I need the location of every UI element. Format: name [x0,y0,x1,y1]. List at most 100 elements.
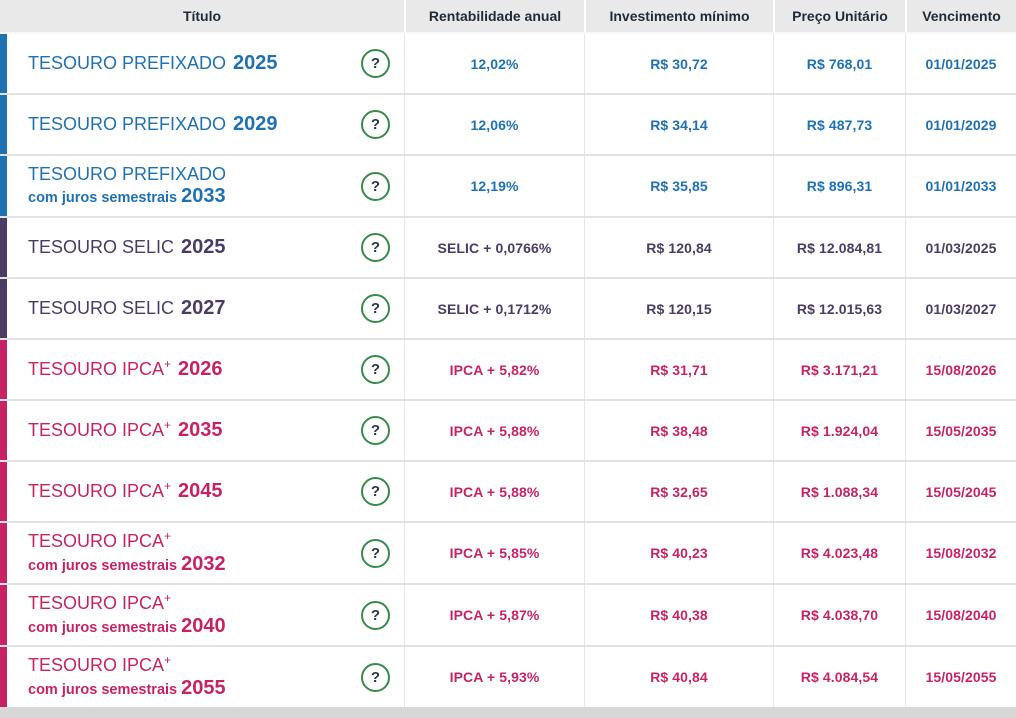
question-mark: ? [370,116,381,133]
unit-price-cell: R$ 1.088,34 [773,462,905,521]
maturity-cell: 01/01/2029 [905,95,1016,154]
maturity-cell: 01/01/2033 [905,156,1016,216]
bond-row[interactable]: TESOURO IPCA+ com juros semestrais 2040 ?… [0,583,1016,645]
question-mark: ? [370,544,381,562]
bond-row[interactable]: TESOURO IPCA+ com juros semestrais 2032 ?… [0,521,1016,583]
bond-row[interactable]: TESOURO SELIC 2027 ? SELIC + 0,1712% R$ 1… [0,277,1016,338]
help-icon[interactable]: ? [361,477,390,506]
question-mark: ? [370,422,381,439]
bond-subtitle: com juros semestrais [28,557,178,574]
bond-year-inline: 2025 [181,236,226,258]
bond-title-cell: TESOURO PREFIXADO 2029 ? [0,95,404,154]
unit-price-cell: R$ 1.924,04 [773,401,905,460]
bond-row[interactable]: TESOURO IPCA+ 2035 ? IPCA + 5,88% R$ 38,4… [0,399,1016,460]
question-mark: ? [370,177,381,195]
unit-price-cell: R$ 4.084,54 [773,647,905,707]
help-icon[interactable]: ? [361,233,390,262]
bond-accent-bar [0,647,7,707]
bond-title: TESOURO IPCA+ 2026 [28,357,361,381]
unit-price-cell: R$ 3.171,21 [773,340,905,399]
plus-superscript: + [164,653,172,668]
bond-title: TESOURO PREFIXADO 2029 [28,113,361,136]
unit-price-cell: R$ 896,31 [773,156,905,216]
column-header-investimento-minimo: Investimento mínimo [584,0,773,32]
min-investment-cell: R$ 34,14 [584,95,773,154]
maturity-cell: 01/03/2025 [905,218,1016,277]
bond-title: TESOURO SELIC 2027 [28,297,361,320]
bond-title-line1: TESOURO PREFIXADO 2025 [28,52,278,74]
rate-cell: 12,19% [404,156,584,216]
bond-year-inline: 2025 [233,52,278,74]
bond-year-sub: 2032 [181,552,226,575]
column-header-rentabilidade: Rentabilidade anual [404,0,584,32]
column-header-vencimento: Vencimento [905,0,1016,32]
bond-accent-bar [0,585,7,645]
bond-accent-bar [0,34,7,93]
bond-row[interactable]: TESOURO IPCA+ com juros semestrais 2055 ?… [0,645,1016,707]
table-header: Título Rentabilidade anual Investimento … [0,0,1016,34]
unit-price-cell: R$ 4.023,48 [773,523,905,583]
bond-row[interactable]: TESOURO PREFIXADO com juros semestrais 20… [0,154,1016,216]
bond-title-cell: TESOURO PREFIXADO com juros semestrais 20… [0,156,404,216]
rate-cell: IPCA + 5,85% [404,523,584,583]
rate-cell: IPCA + 5,88% [404,462,584,521]
maturity-cell: 15/08/2032 [905,523,1016,583]
help-icon[interactable]: ? [361,416,390,445]
min-investment-cell: R$ 120,84 [584,218,773,277]
bond-accent-bar [0,340,7,399]
bond-row[interactable]: TESOURO PREFIXADO 2025 ? 12,02% R$ 30,72 … [0,34,1016,93]
help-icon[interactable]: ? [361,600,390,630]
help-icon[interactable]: ? [361,355,390,384]
bond-accent-bar [0,523,7,583]
min-investment-cell: R$ 31,71 [584,340,773,399]
rate-cell: SELIC + 0,1712% [404,279,584,338]
bond-title-line2: com juros semestrais 2055 [28,677,361,700]
bond-year-inline: 2027 [181,297,226,319]
bond-title: TESOURO PREFIXADO com juros semestrais 20… [28,164,361,209]
min-investment-cell: R$ 32,65 [584,462,773,521]
question-mark: ? [370,668,381,686]
page-background-strip [0,707,1016,717]
bond-accent-bar [0,156,7,216]
bond-title-cell: TESOURO SELIC 2027 ? [0,279,404,338]
help-icon[interactable]: ? [361,110,390,139]
rate-cell: IPCA + 5,93% [404,647,584,707]
min-investment-cell: R$ 40,23 [584,523,773,583]
bond-row[interactable]: TESOURO IPCA+ 2045 ? IPCA + 5,88% R$ 32,6… [0,460,1016,521]
unit-price-cell: R$ 12.015,63 [773,279,905,338]
bond-row[interactable]: TESOURO IPCA+ 2026 ? IPCA + 5,82% R$ 31,7… [0,338,1016,399]
bond-row[interactable]: TESOURO SELIC 2025 ? SELIC + 0,0766% R$ 1… [0,216,1016,277]
help-icon[interactable]: ? [361,294,390,323]
bond-title-line2: com juros semestrais 2040 [28,615,361,638]
unit-price-cell: R$ 487,73 [773,95,905,154]
bond-title: TESOURO IPCA+ 2045 [28,479,361,503]
question-mark: ? [370,300,381,317]
bond-year-inline: 2035 [178,419,223,441]
help-icon[interactable]: ? [361,538,390,568]
bond-accent-bar [0,401,7,460]
bond-title-cell: TESOURO IPCA+ com juros semestrais 2055 ? [0,647,404,707]
min-investment-cell: R$ 40,84 [584,647,773,707]
plus-superscript: + [164,418,172,432]
rate-cell: 12,02% [404,34,584,93]
help-icon[interactable]: ? [361,662,390,692]
bond-table-body: TESOURO PREFIXADO 2025 ? 12,02% R$ 30,72 … [0,34,1016,707]
bond-accent-bar [0,279,7,338]
maturity-cell: 15/05/2055 [905,647,1016,707]
rate-cell: IPCA + 5,88% [404,401,584,460]
bond-year-inline: 2045 [178,480,223,502]
help-icon[interactable]: ? [361,171,390,201]
bond-subtitle: com juros semestrais [28,190,178,207]
bond-row[interactable]: TESOURO PREFIXADO 2029 ? 12,06% R$ 34,14 … [0,93,1016,154]
maturity-cell: 15/05/2045 [905,462,1016,521]
help-icon[interactable]: ? [361,49,390,78]
question-mark: ? [370,483,381,500]
bond-accent-bar [0,462,7,521]
rate-cell: IPCA + 5,82% [404,340,584,399]
bond-title-line2: com juros semestrais 2033 [28,185,361,208]
bond-title-line1: TESOURO IPCA+ 2026 [28,357,223,380]
bond-title-line1: TESOURO IPCA+ 2035 [28,418,223,441]
maturity-cell: 01/03/2027 [905,279,1016,338]
bond-accent-bar [0,218,7,277]
